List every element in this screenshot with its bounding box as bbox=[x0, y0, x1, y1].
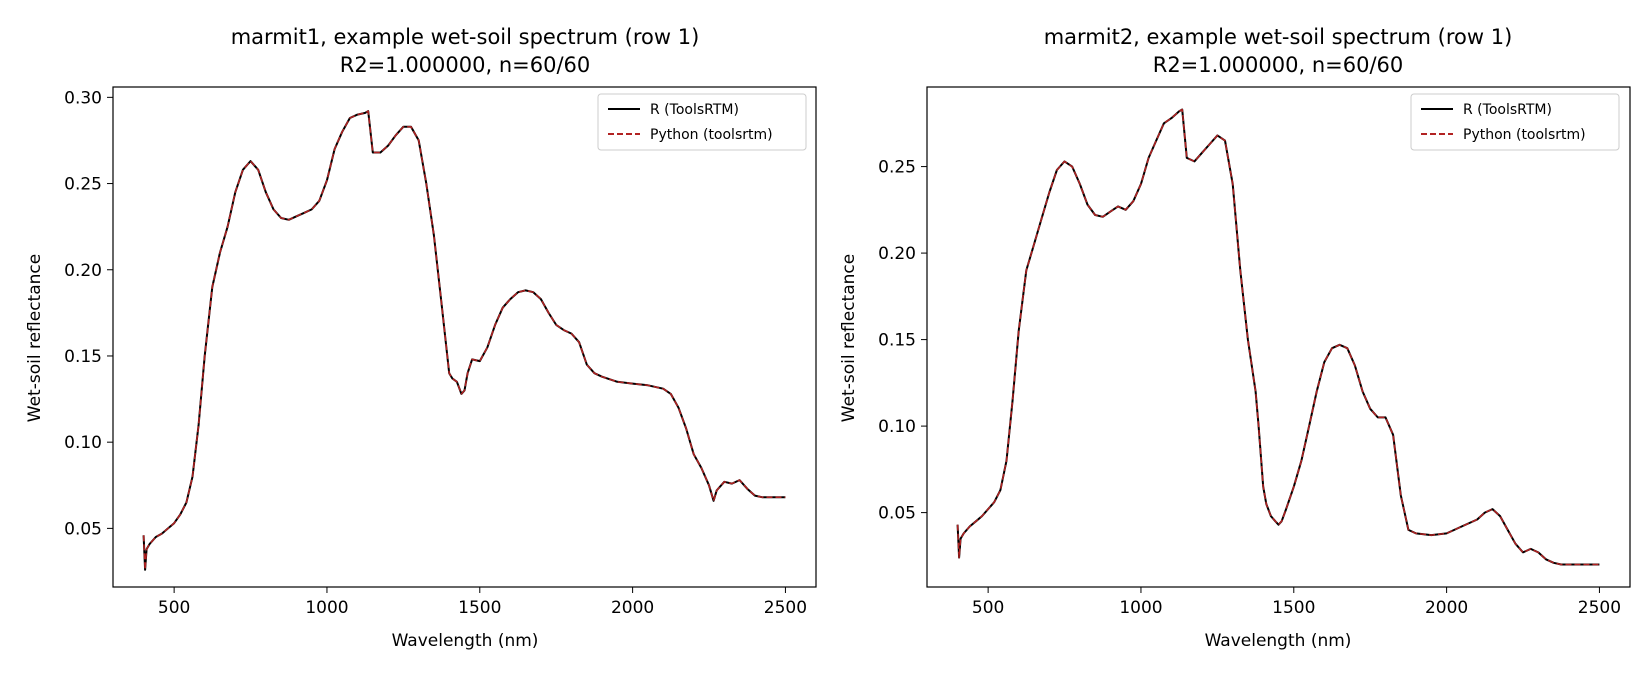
chart-marmit1: marmit1, example wet-soil spectrum (row … bbox=[25, 25, 817, 651]
legend-label-r: R (ToolsRTM) bbox=[650, 102, 739, 118]
x-tick-label: 1500 bbox=[1272, 598, 1315, 618]
plot-area: 500 1000 1500 2000 2500 0.05 0.10 0.15 0.20 0.25 0… bbox=[64, 86, 817, 618]
chart-subtitle: R2=1.000000, n=60/60 bbox=[1153, 53, 1404, 77]
series-line-python bbox=[142, 110, 786, 571]
y-tick-label: 0.20 bbox=[64, 261, 102, 281]
y-tick-label: 0.15 bbox=[878, 331, 916, 351]
plot-area: 500 1000 1500 2000 2500 0.05 0.10 0.15 0.20 0.25 bbox=[878, 86, 1631, 618]
legend-label-r: R (ToolsRTM) bbox=[1463, 102, 1552, 118]
y-tick-label: 0.05 bbox=[878, 504, 916, 524]
series-line-python bbox=[956, 108, 1600, 566]
x-tick-label: 500 bbox=[158, 598, 190, 618]
x-tick-label: 500 bbox=[972, 598, 1004, 618]
legend: R (ToolsRTM) Python (toolsrtm) bbox=[1410, 93, 1620, 151]
legend-label-python: Python (toolsrtm) bbox=[1463, 127, 1586, 143]
x-tick-label: 1000 bbox=[305, 598, 348, 618]
chart-title: marmit2, example wet-soil spectrum (row … bbox=[1044, 25, 1513, 49]
legend-frame bbox=[597, 93, 807, 151]
x-axis-label: Wavelength (nm) bbox=[1205, 631, 1352, 651]
x-tick-label: 1500 bbox=[458, 598, 501, 618]
y-axis-label: Wet-soil reflectance bbox=[25, 254, 45, 422]
chart-subtitle: R2=1.000000, n=60/60 bbox=[340, 53, 591, 77]
y-axis-label: Wet-soil reflectance bbox=[839, 254, 859, 422]
legend-frame bbox=[1410, 93, 1620, 151]
chart-title: marmit1, example wet-soil spectrum (row … bbox=[231, 25, 700, 49]
legend: R (ToolsRTM) Python (toolsrtm) bbox=[597, 93, 807, 151]
x-tick-label: 2500 bbox=[1578, 598, 1621, 618]
y-tick-label: 0.25 bbox=[64, 175, 102, 195]
y-tick-label: 0.25 bbox=[878, 158, 916, 178]
legend-label-python: Python (toolsrtm) bbox=[650, 127, 773, 143]
x-axis-label: Wavelength (nm) bbox=[392, 631, 539, 651]
y-tick-label: 0.10 bbox=[878, 417, 916, 437]
y-tick-label: 0.15 bbox=[64, 347, 102, 367]
y-tick-label: 0.20 bbox=[878, 244, 916, 264]
x-tick-label: 1000 bbox=[1119, 598, 1162, 618]
x-tick-label: 2000 bbox=[611, 598, 654, 618]
x-tick-label: 2500 bbox=[764, 598, 807, 618]
y-tick-label: 0.10 bbox=[64, 433, 102, 453]
y-tick-label: 0.30 bbox=[64, 88, 102, 108]
axes-frame bbox=[112, 86, 817, 588]
x-tick-label: 2000 bbox=[1425, 598, 1468, 618]
chart-marmit2: marmit2, example wet-soil spectrum (row … bbox=[839, 25, 1631, 651]
axes-frame bbox=[926, 86, 1631, 588]
y-tick-label: 0.05 bbox=[64, 519, 102, 539]
